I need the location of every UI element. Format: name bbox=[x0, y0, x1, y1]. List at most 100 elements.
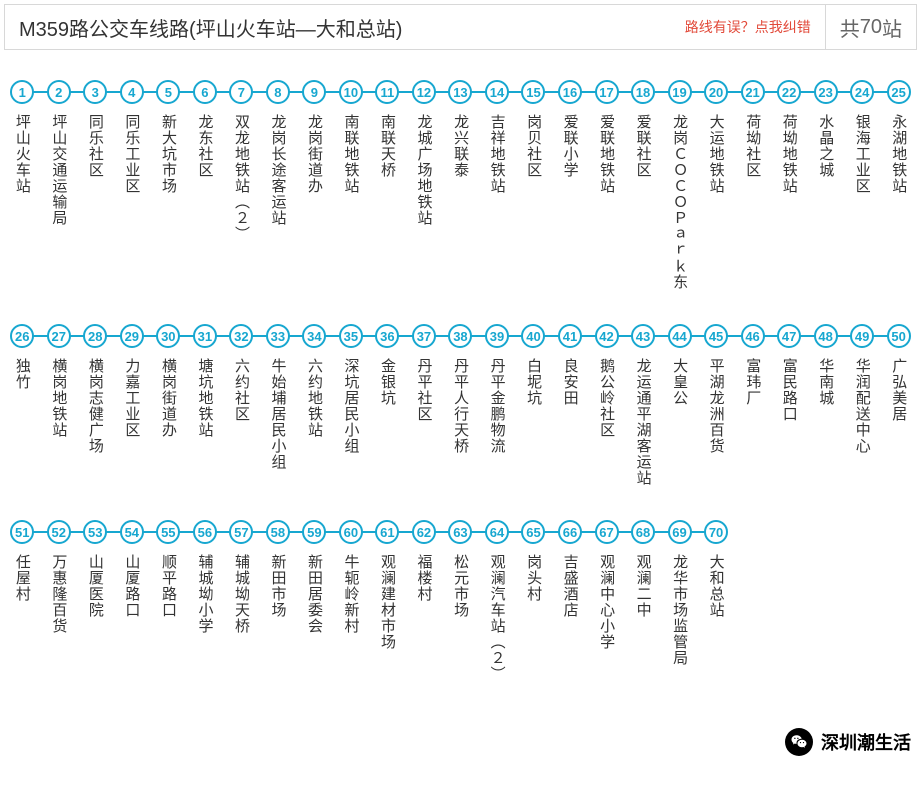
route-title: M359路公交车线路(坪山火车站—大和总站) bbox=[5, 13, 685, 42]
stop-name: 平湖龙洲百货 bbox=[707, 358, 724, 454]
bus-stop[interactable]: 36金银坑 bbox=[369, 324, 406, 406]
stop-number-node: 29 bbox=[120, 324, 144, 348]
stop-number-node: 48 bbox=[814, 324, 838, 348]
bus-stop[interactable]: 57辅城坳天桥 bbox=[223, 520, 260, 634]
bus-stop[interactable]: 49华润配送中心 bbox=[844, 324, 881, 454]
bus-stop[interactable]: 3同乐社区 bbox=[77, 80, 114, 178]
bus-stop[interactable]: 31塘坑地铁站 bbox=[187, 324, 224, 438]
stop-name: 龙兴联泰 bbox=[452, 114, 469, 178]
bus-stop[interactable]: 70大和总站 bbox=[698, 520, 735, 618]
bus-stop[interactable]: 26独竹 bbox=[4, 324, 41, 390]
stop-name: 龙城广场地铁站 bbox=[415, 114, 432, 226]
stop-number-node: 62 bbox=[412, 520, 436, 544]
stop-name: 辅城坳小学 bbox=[196, 554, 213, 634]
bus-stop[interactable]: 43龙运通平湖客运站 bbox=[625, 324, 662, 486]
bus-stop[interactable]: 60牛轭岭新村 bbox=[333, 520, 370, 634]
bus-stop[interactable]: 9龙岗街道办 bbox=[296, 80, 333, 194]
bus-stop[interactable]: 41良安田 bbox=[552, 324, 589, 406]
stop-name: 龙东社区 bbox=[196, 114, 213, 178]
bus-stop[interactable]: 24银海工业区 bbox=[844, 80, 881, 194]
bus-stop[interactable]: 10南联地铁站 bbox=[333, 80, 370, 194]
bus-stop[interactable]: 59新田居委会 bbox=[296, 520, 333, 634]
bus-stop[interactable]: 8龙岗长途客运站 bbox=[260, 80, 297, 226]
bus-stop[interactable]: 15岗贝社区 bbox=[515, 80, 552, 178]
bus-stop[interactable]: 65岗头村 bbox=[515, 520, 552, 602]
stop-number-node: 38 bbox=[448, 324, 472, 348]
bus-stop[interactable]: 14吉祥地铁站 bbox=[479, 80, 516, 194]
stop-name: 华南城 bbox=[817, 358, 834, 406]
bus-stop[interactable]: 2坪山交通运输局 bbox=[41, 80, 78, 226]
bus-stop[interactable]: 7双龙地铁站（２） bbox=[223, 80, 260, 242]
bus-stop[interactable]: 5新大坑市场 bbox=[150, 80, 187, 194]
stop-number-node: 16 bbox=[558, 80, 582, 104]
stop-number-node: 25 bbox=[887, 80, 911, 104]
bus-stop[interactable]: 45平湖龙洲百货 bbox=[698, 324, 735, 454]
bus-stop[interactable]: 21荷坳社区 bbox=[734, 80, 771, 178]
bus-stop[interactable]: 1坪山火车站 bbox=[4, 80, 41, 194]
bus-stop[interactable]: 69龙华市场监管局 bbox=[661, 520, 698, 666]
bus-stop[interactable]: 55顺平路口 bbox=[150, 520, 187, 618]
bus-stop[interactable]: 46富玮厂 bbox=[734, 324, 771, 406]
bus-stop[interactable]: 48 华南城 bbox=[807, 324, 844, 406]
bus-stop[interactable]: 17爱联地铁站 bbox=[588, 80, 625, 194]
stop-name: 鹅公岭社区 bbox=[598, 358, 615, 438]
bus-stop[interactable]: 61观澜建材市场 bbox=[369, 520, 406, 650]
stop-name: 龙岗长途客运站 bbox=[269, 114, 286, 226]
bus-stop[interactable]: 56辅城坳小学 bbox=[187, 520, 224, 634]
bus-stop[interactable]: 29力嘉工业区 bbox=[114, 324, 151, 438]
bus-stop[interactable]: 54山厦路口 bbox=[114, 520, 151, 618]
stop-name: 新大坑市场 bbox=[160, 114, 177, 194]
bus-stop[interactable]: 37丹平社区 bbox=[406, 324, 443, 422]
bus-stop[interactable]: 33牛始埔居民小组 bbox=[260, 324, 297, 470]
bus-stop[interactable]: 64观澜汽车站（２） bbox=[479, 520, 516, 682]
bus-stop[interactable]: 28横岗志健广场 bbox=[77, 324, 114, 454]
bus-stop[interactable]: 4同乐工业区 bbox=[114, 80, 151, 194]
report-error-link[interactable]: 路线有误？点我纠错 bbox=[685, 17, 825, 37]
bus-stop[interactable]: 62福楼村 bbox=[406, 520, 443, 602]
stop-number-node: 15 bbox=[521, 80, 545, 104]
bus-stop[interactable]: 23水晶之城 bbox=[807, 80, 844, 178]
bus-stop[interactable]: 18爱联社区 bbox=[625, 80, 662, 178]
bus-stop[interactable]: 42鹅公岭社区 bbox=[588, 324, 625, 438]
bus-stop[interactable]: 25永湖地铁站 bbox=[880, 80, 917, 194]
bus-stop[interactable]: 67观澜中心小学 bbox=[588, 520, 625, 650]
bus-stop[interactable]: 34六约地铁站 bbox=[296, 324, 333, 438]
bus-stop[interactable]: 16爱联小学 bbox=[552, 80, 589, 178]
stop-name: 富玮厂 bbox=[744, 358, 761, 406]
stop-number-node: 21 bbox=[741, 80, 765, 104]
bus-stop[interactable]: 68观澜二中 bbox=[625, 520, 662, 618]
bus-stop[interactable]: 27横岗地铁站 bbox=[41, 324, 78, 438]
bus-stop[interactable]: 50广弘美居 bbox=[880, 324, 917, 422]
bus-stop[interactable]: 52万惠隆百货 bbox=[41, 520, 78, 634]
bus-stop[interactable]: 13龙兴联泰 bbox=[442, 80, 479, 178]
footer: 深圳潮生活 bbox=[0, 716, 921, 756]
stop-name: 银海工业区 bbox=[853, 114, 870, 194]
bus-stop[interactable]: 11南联天桥 bbox=[369, 80, 406, 178]
bus-stop[interactable]: 38丹平人行天桥 bbox=[442, 324, 479, 454]
bus-stop[interactable]: 35深坑居民小组 bbox=[333, 324, 370, 454]
stop-name: 横岗志健广场 bbox=[87, 358, 104, 454]
bus-stop[interactable]: 22荷坳地铁站 bbox=[771, 80, 808, 194]
bus-stop[interactable]: 20大运地铁站 bbox=[698, 80, 735, 194]
stops-row: 1坪山火车站2坪山交通运输局3同乐社区4同乐工业区5新大坑市场6龙东社区7双龙地… bbox=[4, 80, 917, 290]
stop-name: 牛始埔居民小组 bbox=[269, 358, 286, 470]
bus-stop[interactable]: 58新田市场 bbox=[260, 520, 297, 618]
bus-stop[interactable]: 32六约社区 bbox=[223, 324, 260, 422]
bus-stop[interactable]: 30横岗街道办 bbox=[150, 324, 187, 438]
bus-stop[interactable]: 47富民路口 bbox=[771, 324, 808, 422]
bus-stop[interactable]: 39丹平金鹏物流 bbox=[479, 324, 516, 454]
bus-stop[interactable]: 12龙城广场地铁站 bbox=[406, 80, 443, 226]
route-header: M359路公交车线路(坪山火车站—大和总站) 路线有误？点我纠错 共 70 站 bbox=[4, 4, 917, 50]
bus-stop[interactable]: 40白坭坑 bbox=[515, 324, 552, 406]
bus-stop[interactable]: 53山厦医院 bbox=[77, 520, 114, 618]
stop-name: 龙华市场监管局 bbox=[671, 554, 688, 666]
bus-stop[interactable]: 63松元市场 bbox=[442, 520, 479, 618]
stop-name: 独竹 bbox=[14, 358, 31, 390]
bus-stop[interactable]: 51任屋村 bbox=[4, 520, 41, 602]
bus-stop[interactable]: 66吉盛酒店 bbox=[552, 520, 589, 618]
bus-stop[interactable]: 19龙岗ＣＯＣＯＰａｒｋ东 bbox=[661, 80, 698, 290]
bus-stop[interactable]: 44大皇公 bbox=[661, 324, 698, 406]
count-number: 70 bbox=[860, 16, 882, 39]
stop-number-node: 67 bbox=[595, 520, 619, 544]
bus-stop[interactable]: 6龙东社区 bbox=[187, 80, 224, 178]
